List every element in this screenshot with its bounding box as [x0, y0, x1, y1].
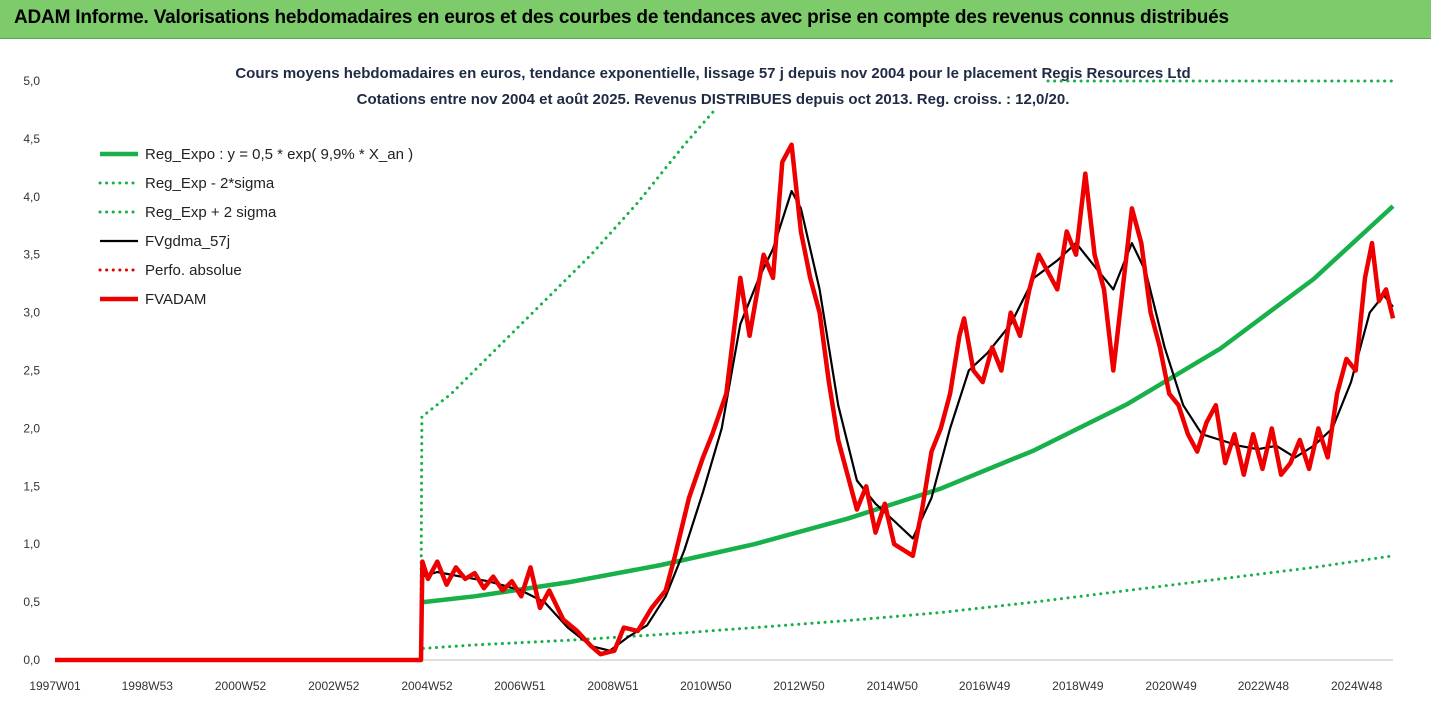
chart-titles: Cours moyens hebdomadaires en euros, ten… [235, 65, 1190, 108]
x-tick-label: 1998W53 [122, 679, 174, 693]
series-line-fvadam [55, 142, 1396, 663]
chart-subtitle: Cotations entre nov 2004 et août 2025. R… [357, 91, 1070, 108]
y-tick-label: 1,0 [23, 537, 40, 551]
x-tick-label: 2016W49 [959, 679, 1011, 693]
y-tick-label: 3,5 [23, 248, 40, 262]
series-layer [55, 79, 1396, 663]
legend-entry: Perfo. absolue [145, 262, 242, 279]
chart-title: Cours moyens hebdomadaires en euros, ten… [235, 65, 1190, 82]
y-tick-label: 2,5 [23, 364, 40, 378]
x-tick-label: 2012W50 [773, 679, 825, 693]
x-tick-label: 2006W51 [494, 679, 546, 693]
series-line-fvgdma-57j [55, 189, 1394, 662]
y-tick-label: 1,5 [23, 479, 40, 493]
x-tick-label: 2000W52 [215, 679, 267, 693]
x-tick-label: 2024W48 [1331, 679, 1383, 693]
series-line-reg-expo-y-0-5-exp-9-9-x-an [423, 204, 1395, 605]
x-tick-label: 2002W52 [308, 679, 360, 693]
x-tick-label: 2014W50 [867, 679, 919, 693]
legend-entry: Reg_Exp + 2 sigma [145, 204, 277, 221]
y-tick-label: 2,0 [23, 421, 40, 435]
legend: Reg_Expo : y = 0,5 * exp( 9,9% * X_an ) R… [98, 146, 413, 308]
x-tick-label: 2010W50 [680, 679, 732, 693]
y-tick-label: 0,5 [23, 595, 40, 609]
legend-entry: Reg_Exp - 2*sigma [145, 175, 275, 192]
legend-entry: FVADAM [145, 291, 206, 308]
x-tick-label: 2008W51 [587, 679, 639, 693]
x-tick-label: 2004W52 [401, 679, 453, 693]
legend-entry: Reg_Expo : y = 0,5 * exp( 9,9% * X_an ) [145, 146, 413, 163]
chart-canvas: Cours moyens hebdomadaires en euros, ten… [23, 65, 1396, 693]
x-tick-label: 2020W49 [1145, 679, 1197, 693]
x-tick-label: 1997W01 [29, 679, 81, 693]
y-tick-label: 4,5 [23, 132, 40, 146]
series-line-reg-exp-2-sigma [421, 554, 1395, 650]
y-tick-label: 5,0 [23, 74, 40, 88]
axes: 0,0 0,5 1,0 1,5 2,0 2,5 3,0 3,5 4,0 4,5 5,0 1997W01… [23, 74, 1393, 693]
y-tick-label: 0,0 [23, 653, 40, 667]
y-tick-label: 4,0 [23, 190, 40, 204]
report-banner: ADAM Informe. Valorisations hebdomadaire… [0, 0, 1431, 39]
banner-title: ADAM Informe. Valorisations hebdomadaire… [14, 7, 1229, 28]
x-tick-label: 2022W48 [1238, 679, 1290, 693]
x-tick-label: 2018W49 [1052, 679, 1104, 693]
legend-entry: FVgdma_57j [145, 233, 230, 250]
series-line-reg-exp-2-sigma [419, 108, 717, 604]
y-tick-label: 3,0 [23, 306, 40, 320]
